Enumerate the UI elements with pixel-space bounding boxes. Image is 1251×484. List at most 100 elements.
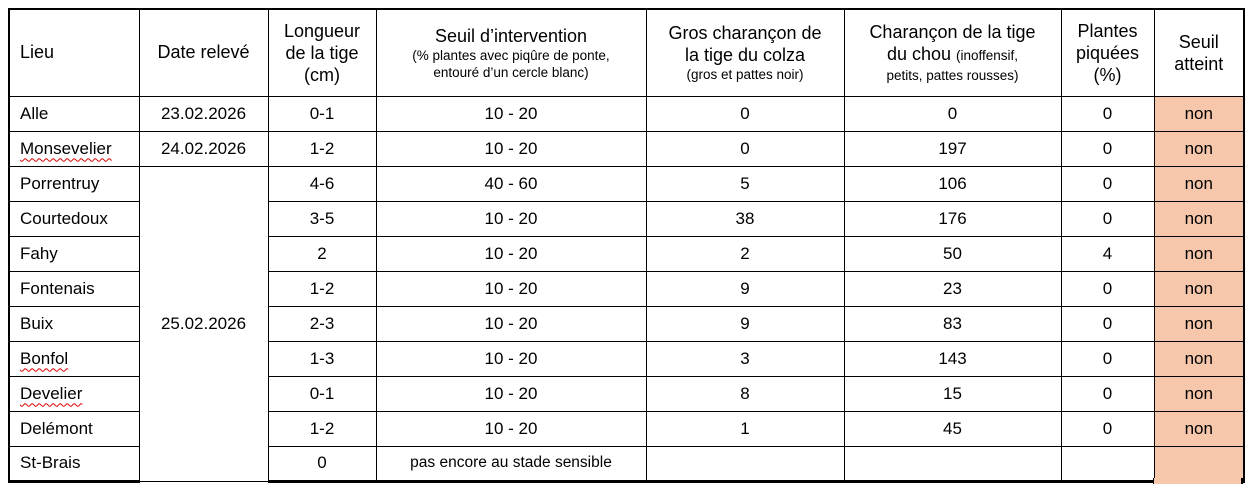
cell-piquees: 0 [1060, 305, 1155, 342]
cell-colza [645, 445, 845, 483]
cell-seuil-atteint: non [1153, 410, 1245, 447]
header-lieu: Lieu [8, 8, 140, 97]
cell-colza: 1 [645, 410, 845, 447]
cell-lieu: Bonfol [8, 340, 140, 377]
cell-lieu: Monsevelier [8, 130, 140, 167]
cell-seuil: 40 - 60 [375, 165, 647, 202]
cell-tige: 3-5 [267, 200, 377, 237]
cell-seuil: 10 - 20 [375, 305, 647, 342]
cell-chou: 45 [843, 410, 1062, 447]
header-longueur-line1: Longueur [283, 20, 361, 41]
cell-seuil: 10 - 20 [375, 200, 647, 237]
seuil-atteint-column-bleed [1153, 478, 1243, 484]
cell-seuil: 10 - 20 [375, 340, 647, 377]
header-row: Lieu Date relevé Longueur de la tige (cm… [8, 8, 1245, 97]
header-seuil-intervention: Seuil d’intervention (% plantes avec piq… [375, 8, 647, 97]
header-colza-line1: Gros charançon de [668, 23, 822, 44]
header-longueur-line2: de la tige [285, 42, 359, 63]
cell-seuil-note: pas encore au stade sensible [375, 445, 647, 483]
cell-seuil-atteint [1153, 445, 1245, 483]
header-charancon-colza: Gros charançon de la tige du colza (gros… [645, 8, 845, 97]
cell-tige: 1-2 [267, 410, 377, 447]
cell-seuil-atteint: non [1153, 375, 1245, 412]
cell-seuil-atteint: non [1153, 165, 1245, 202]
header-charancon-chou: Charançon de la tige du chou (inoffensif… [843, 8, 1062, 97]
header-chou-line1: Charançon de la tige [869, 22, 1036, 43]
table-row-porrentruy: Porrentruy 25.02.2026 4-6 40 - 60 5 106 … [8, 165, 1245, 482]
table-row-fontenais: Fontenais 1-2 10 - 20 9 23 0 non [8, 270, 1245, 307]
header-chou-line2-main: du chou [886, 44, 951, 65]
monitoring-table: Lieu Date relevé Longueur de la tige (cm… [8, 8, 1245, 483]
header-seuil-atteint: Seuil atteint [1153, 8, 1245, 97]
header-plantes-line2: piquées [1075, 42, 1140, 63]
cell-piquees: 0 [1060, 375, 1155, 412]
cell-colza: 3 [645, 340, 845, 377]
cell-colza: 0 [645, 130, 845, 167]
cell-seuil: 10 - 20 [375, 270, 647, 307]
cell-tige: 1-3 [267, 340, 377, 377]
cell-piquees: 0 [1060, 130, 1155, 167]
header-date-releve: Date relevé [138, 8, 269, 97]
cell-piquees: 0 [1060, 165, 1155, 202]
cell-chou: 143 [843, 340, 1062, 377]
cell-date: 23.02.2026 [138, 95, 269, 132]
cell-chou: 83 [843, 305, 1062, 342]
cell-tige: 1-2 [267, 270, 377, 307]
header-chou-line2: du chou (inoffensif, [845, 43, 1060, 67]
cell-colza: 5 [645, 165, 845, 202]
cell-tige: 2 [267, 235, 377, 272]
header-longueur-line3: (cm) [304, 64, 340, 85]
cell-piquees: 0 [1060, 270, 1155, 307]
cell-tige: 4-6 [267, 165, 377, 202]
cell-seuil-atteint: non [1153, 270, 1245, 307]
table-row-st-brais: St-Brais 0 pas encore au stade sensible [8, 445, 1245, 483]
cell-tige: 1-2 [267, 130, 377, 167]
cell-chou [843, 445, 1062, 483]
table-row-alle: Alle 23.02.2026 0-1 10 - 20 0 0 0 non [8, 95, 1245, 132]
cell-piquees: 0 [1060, 410, 1155, 447]
cell-seuil-atteint: non [1153, 95, 1245, 132]
cell-date-merged: 25.02.2026 [138, 165, 269, 482]
header-seuil-title: Seuil d’intervention [434, 25, 588, 46]
table-row-buix: Buix 2-3 10 - 20 9 83 0 non [8, 305, 1245, 342]
cell-seuil: 10 - 20 [375, 375, 647, 412]
cell-piquees: 0 [1060, 340, 1155, 377]
cell-lieu: Porrentruy [8, 165, 140, 202]
cell-seuil-atteint: non [1153, 340, 1245, 377]
cell-lieu: Alle [8, 95, 140, 132]
table-row-monsevelier: Monsevelier 24.02.2026 1-2 10 - 20 0 197… [8, 130, 1245, 167]
cell-seuil: 10 - 20 [375, 130, 647, 167]
cell-chou: 50 [843, 235, 1062, 272]
cell-colza: 8 [645, 375, 845, 412]
header-seuil-sub2: entouré d’un cercle blanc) [433, 64, 589, 80]
header-longueur-tige: Longueur de la tige (cm) [267, 8, 377, 97]
cell-chou: 106 [843, 165, 1062, 202]
header-plantes-piquees: Plantes piquées (%) [1060, 8, 1155, 97]
cell-lieu: Delémont [8, 410, 140, 447]
cell-tige: 2-3 [267, 305, 377, 342]
cell-seuil-atteint: non [1153, 130, 1245, 167]
cell-piquees: 0 [1060, 95, 1155, 132]
cell-lieu: Buix [8, 305, 140, 342]
cell-seuil: 10 - 20 [375, 410, 647, 447]
cell-tige: 0-1 [267, 375, 377, 412]
cell-colza: 38 [645, 200, 845, 237]
cell-tige: 0 [267, 445, 377, 483]
header-chou-line2-sub: (inoffensif, [956, 48, 1019, 64]
cell-seuil: 10 - 20 [375, 95, 647, 132]
table-row-bonfol: Bonfol 1-3 10 - 20 3 143 0 non [8, 340, 1245, 377]
header-atteint-line1: Seuil [1178, 31, 1219, 52]
header-chou-sub: petits, pattes rousses) [886, 68, 1019, 84]
cell-lieu: Develier [8, 375, 140, 412]
cell-lieu: St-Brais [8, 445, 140, 483]
cell-colza: 9 [645, 305, 845, 342]
cell-colza: 0 [645, 95, 845, 132]
cell-piquees [1060, 445, 1155, 483]
cell-lieu: Courtedoux [8, 200, 140, 237]
cell-piquees: 4 [1060, 235, 1155, 272]
header-colza-line2: la tige du colza [684, 45, 806, 66]
cell-chou: 0 [843, 95, 1062, 132]
header-plantes-line1: Plantes [1077, 20, 1138, 41]
cell-seuil: 10 - 20 [375, 235, 647, 272]
cell-colza: 9 [645, 270, 845, 307]
